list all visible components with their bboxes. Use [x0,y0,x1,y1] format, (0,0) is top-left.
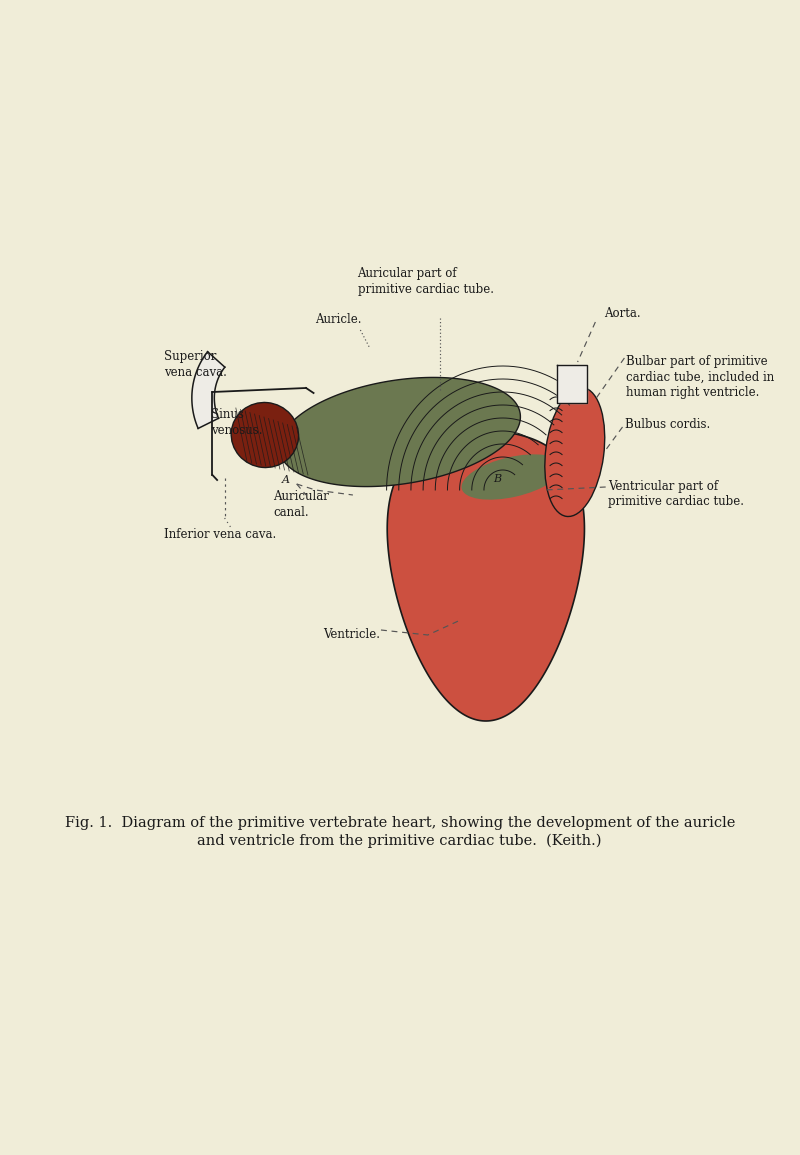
Text: Auricular
canal.: Auricular canal. [274,490,329,519]
Text: Inferior vena cava.: Inferior vena cava. [164,528,276,541]
Ellipse shape [231,402,298,468]
Text: Sinus
venosus.: Sinus venosus. [210,408,262,437]
Text: B: B [493,474,501,484]
Polygon shape [387,431,585,721]
Polygon shape [192,352,225,429]
Text: and ventricle from the primitive cardiac tube.  (Keith.): and ventricle from the primitive cardiac… [198,834,602,849]
Text: Fig. 1.  Diagram of the primitive vertebrate heart, showing the development of t: Fig. 1. Diagram of the primitive vertebr… [65,815,735,830]
Text: Auricle.: Auricle. [315,313,362,326]
Text: Ventricular part of
primitive cardiac tube.: Ventricular part of primitive cardiac tu… [609,480,745,508]
Text: Aorta.: Aorta. [604,307,641,320]
Text: Bulbar part of primitive
cardiac tube, included in
human right ventricle.: Bulbar part of primitive cardiac tube, i… [626,355,774,398]
Text: Bulbus cordis.: Bulbus cordis. [626,418,710,432]
Text: A: A [282,475,290,485]
Text: Auricular part of
primitive cardiac tube.: Auricular part of primitive cardiac tube… [358,268,494,296]
Ellipse shape [545,387,605,516]
Text: Ventricle.: Ventricle. [323,628,380,641]
Ellipse shape [462,454,562,500]
Text: Superior
vena cava.: Superior vena cava. [164,350,226,379]
Polygon shape [279,378,521,486]
Polygon shape [557,365,587,403]
